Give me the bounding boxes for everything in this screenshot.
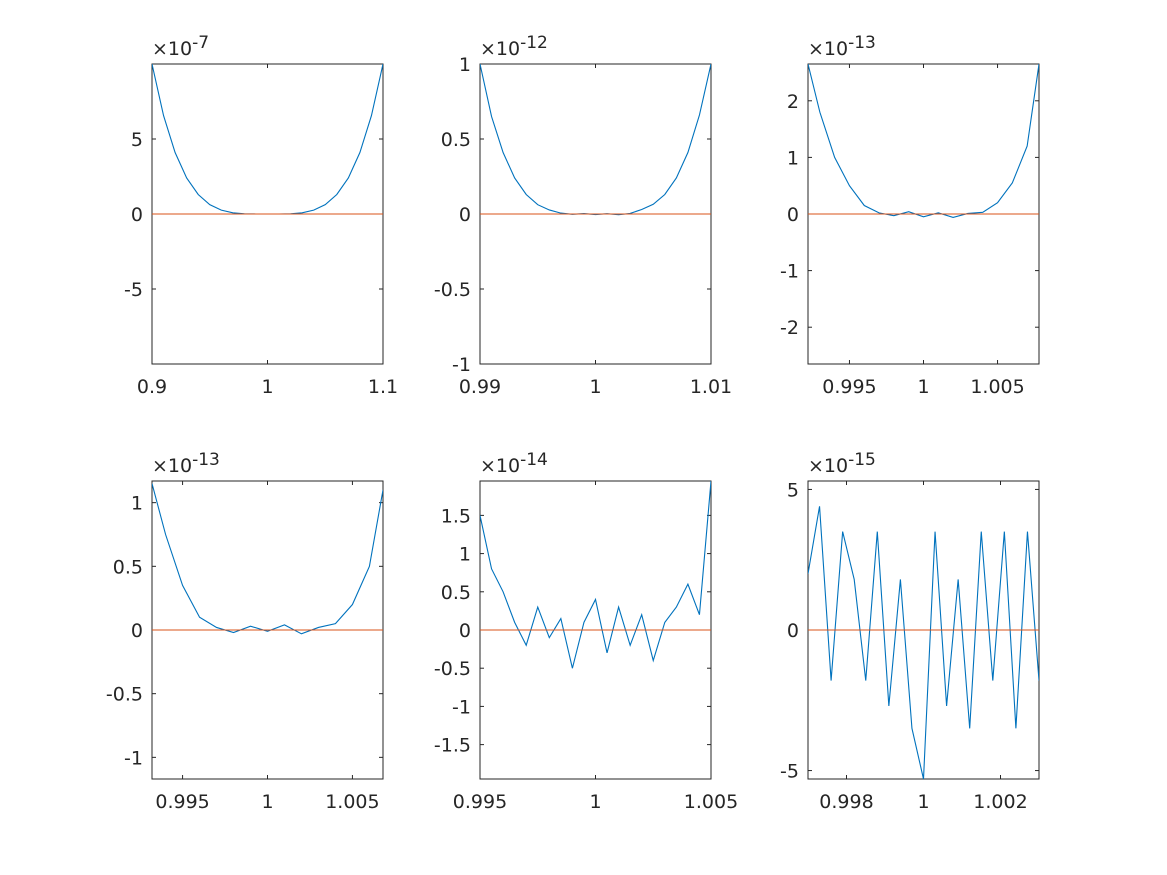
y-tick-label: 0: [459, 620, 471, 642]
y-exponent-label: ×10-7: [152, 33, 209, 60]
x-tick-label: 1.005: [684, 791, 738, 813]
data-series-line: [808, 506, 1039, 779]
data-series-line: [480, 64, 711, 216]
subplot-4: 0.995 1 1.005 -1 -0.5 0 0.5 1 ×10-13: [106, 450, 384, 813]
y-tick-label: 1: [787, 147, 799, 169]
subplot-5: 0.995 1 1.005 -1.5 -1 -0.5 0 0.5 1 1.5 ×10-14: [434, 450, 738, 813]
x-tick-label: 1: [917, 376, 929, 398]
y-tick-label: 5: [787, 479, 799, 501]
data-series-line: [152, 483, 383, 635]
data-series-line: [480, 481, 711, 669]
y-exponent-label: ×10-14: [480, 450, 548, 477]
x-tick-label: 1: [589, 376, 601, 398]
y-tick-label: -1: [124, 747, 143, 769]
y-tick-label: 0: [131, 204, 143, 226]
x-tick-label: 0.9: [137, 376, 167, 398]
x-tick-label: 0.998: [819, 791, 873, 813]
y-tick-label: 5: [131, 129, 143, 151]
x-tick-label: 1.005: [325, 791, 379, 813]
y-tick-label: -1: [452, 696, 471, 718]
x-tick-label: 1: [261, 376, 273, 398]
y-tick-label: -5: [780, 761, 799, 783]
data-series-line: [808, 64, 1039, 218]
subplot-1: 0.9 1 1.1 -5 0 5 ×10-7: [124, 33, 398, 398]
y-tick-label: 0.5: [113, 556, 143, 578]
x-tick-label: 0.995: [822, 376, 876, 398]
y-tick-label: 0.5: [441, 582, 471, 604]
x-tick-label: 0.995: [155, 791, 209, 813]
y-tick-label: 1.5: [441, 505, 471, 527]
y-tick-label: 2: [787, 91, 799, 113]
data-series-line: [152, 64, 383, 215]
y-tick-label: -0.5: [106, 684, 143, 706]
y-tick-label: -1.5: [434, 735, 471, 757]
y-tick-label: 1: [131, 493, 143, 515]
y-tick-label: 0.5: [441, 129, 471, 151]
subplot-3: 0.995 1 1.005 -2 -1 0 1 2 ×10-13: [780, 33, 1040, 398]
subplot-2: 0.99 1 1.01 -1 -0.5 0 0.5 1 ×10-12: [434, 33, 732, 398]
x-tick-label: 1.005: [970, 376, 1024, 398]
y-tick-label: -0.5: [434, 658, 471, 680]
y-tick-label: 1: [459, 54, 471, 76]
x-tick-label: 0.99: [459, 376, 501, 398]
y-tick-label: 0: [459, 204, 471, 226]
y-exponent-label: ×10-15: [808, 450, 876, 477]
y-exponent-label: ×10-12: [480, 33, 548, 60]
x-tick-label: 1.01: [690, 376, 732, 398]
y-tick-label: -2: [780, 317, 799, 339]
x-tick-label: 1: [261, 791, 273, 813]
x-tick-label: 1: [917, 791, 929, 813]
y-exponent-label: ×10-13: [808, 33, 876, 60]
x-tick-label: 1: [589, 791, 601, 813]
y-tick-label: 1: [459, 544, 471, 566]
y-tick-label: -1: [780, 261, 799, 283]
y-tick-label: 0: [787, 620, 799, 642]
subplot-6: 0.998 1 1.002 -5 0 5 ×10-15: [780, 450, 1040, 813]
y-exponent-label: ×10-13: [152, 450, 220, 477]
y-tick-label: -1: [452, 354, 471, 376]
x-tick-label: 1.1: [368, 376, 398, 398]
y-tick-label: -0.5: [434, 279, 471, 301]
x-tick-label: 1.002: [973, 791, 1027, 813]
y-tick-label: -5: [124, 279, 143, 301]
x-tick-label: 0.995: [453, 791, 507, 813]
y-tick-label: 0: [787, 204, 799, 226]
y-tick-label: 0: [131, 620, 143, 642]
